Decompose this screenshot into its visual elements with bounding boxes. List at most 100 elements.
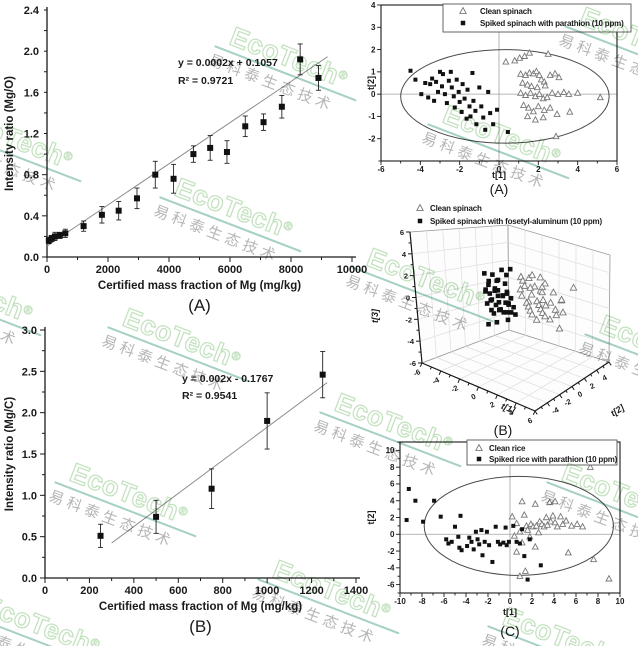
svg-text:1: 1	[371, 68, 376, 77]
svg-text:Clean rice: Clean rice	[489, 444, 526, 453]
svg-text:-6: -6	[412, 367, 422, 378]
svg-text:1000: 1000	[255, 585, 279, 597]
svg-text:R² = 0.9541: R² = 0.9541	[182, 390, 237, 402]
svg-text:4: 4	[371, 1, 376, 10]
svg-text:t[1]: t[1]	[492, 170, 506, 180]
svg-text:10000: 10000	[337, 264, 368, 276]
svg-text:4000: 4000	[157, 264, 181, 276]
svg-text:0.8: 0.8	[24, 170, 39, 182]
annotations: t[1] t[2] (C)	[366, 511, 520, 640]
svg-text:2: 2	[371, 45, 376, 54]
svg-text:Intensity ratio (Mg/C): Intensity ratio (Mg/C)	[4, 397, 16, 512]
svg-text:0: 0	[371, 90, 376, 99]
svg-text:(A): (A)	[188, 296, 211, 315]
svg-text:800: 800	[214, 585, 232, 597]
svg-text:400: 400	[125, 585, 143, 597]
svg-text:0: 0	[576, 389, 584, 399]
svg-text:-2: -2	[368, 135, 376, 144]
svg-text:200: 200	[80, 585, 98, 597]
svg-text:2.4: 2.4	[24, 5, 40, 17]
svg-text:4: 4	[390, 497, 395, 506]
svg-text:-4: -4	[462, 597, 470, 606]
svg-text:-2: -2	[405, 315, 412, 324]
svg-text:1200: 1200	[299, 585, 323, 597]
svg-text:-4: -4	[407, 337, 414, 346]
svg-text:y = 0.002x - 0.1767: y = 0.002x - 0.1767	[182, 373, 274, 385]
svg-text:2: 2	[390, 513, 395, 522]
svg-text:0: 0	[44, 264, 50, 276]
svg-text:2: 2	[404, 272, 408, 281]
svg-text:t[1]: t[1]	[503, 607, 517, 617]
svg-text:-6: -6	[409, 359, 416, 368]
svg-text:0: 0	[406, 294, 410, 303]
svg-text:4: 4	[601, 373, 609, 383]
svg-text:1400: 1400	[344, 585, 368, 597]
svg-text:2.5: 2.5	[22, 366, 37, 378]
svg-text:-2: -2	[563, 397, 573, 408]
svg-text:4: 4	[552, 597, 557, 606]
annotations: y = 0.0002x + 0.1057 R² = 0.9721 Certified…	[4, 57, 301, 315]
svg-text:6000: 6000	[218, 264, 242, 276]
svg-text:-10: -10	[394, 597, 406, 606]
svg-text:3.0: 3.0	[22, 325, 37, 337]
svg-text:-1: -1	[368, 112, 376, 121]
svg-text:Spiked spinach with fosetyl-al: Spiked spinach with fosetyl-aluminum (10…	[430, 217, 602, 226]
svg-text:600: 600	[169, 585, 187, 597]
svg-text:2: 2	[530, 597, 535, 606]
svg-text:-6: -6	[440, 597, 448, 606]
data-points	[404, 463, 613, 582]
legend: Clean rice Spiked rice with parathion (10…	[466, 439, 618, 466]
svg-text:4: 4	[575, 165, 580, 174]
svg-text:2: 2	[488, 400, 496, 410]
svg-text:Spiked rice with parathion (10: Spiked rice with parathion (10 ppm)	[489, 455, 618, 464]
svg-text:Spiked spinach with parathion: Spiked spinach with parathion (10 ppm)	[480, 19, 624, 28]
svg-text:-2: -2	[484, 597, 492, 606]
chart-pca-rice-parathion: -10 -8 -6 -4 -2 0 2 4 6 8 10 -6 -4 -2 0 2 4 6 8 10 Clean ric…	[366, 439, 625, 640]
legend: Clean spinach Spiked spinach with parathi…	[442, 3, 632, 33]
svg-text:(B): (B)	[189, 617, 212, 636]
svg-text:2.0: 2.0	[22, 408, 37, 420]
svg-text:1.2: 1.2	[24, 129, 39, 141]
svg-text:1.5: 1.5	[22, 449, 37, 461]
svg-text:10: 10	[386, 446, 395, 455]
svg-text:-2: -2	[387, 547, 395, 556]
svg-text:2000: 2000	[96, 264, 120, 276]
svg-text:6: 6	[615, 165, 620, 174]
svg-text:0.5: 0.5	[22, 532, 37, 544]
svg-text:Intensity ratio (Mg/O): Intensity ratio (Mg/O)	[4, 76, 16, 191]
axes: 0 2000 4000 6000 8000 10000 0.0 0.4 0.8 1.2 1.6 2.0…	[24, 5, 368, 276]
svg-text:8: 8	[390, 463, 395, 472]
svg-text:0: 0	[42, 585, 48, 597]
svg-text:4: 4	[507, 407, 515, 417]
svg-text:-6: -6	[387, 580, 395, 589]
svg-text:8000: 8000	[279, 264, 303, 276]
svg-text:-4: -4	[431, 375, 442, 386]
svg-text:0: 0	[470, 392, 478, 402]
svg-text:1.0: 1.0	[22, 490, 37, 502]
svg-text:8: 8	[596, 597, 601, 606]
svg-text:0.0: 0.0	[22, 573, 37, 585]
svg-text:0: 0	[508, 597, 513, 606]
svg-text:t[2]: t[2]	[366, 511, 376, 525]
legend: Clean spinach Spiked spinach with fosetyl…	[416, 203, 603, 226]
svg-text:6: 6	[526, 416, 534, 426]
svg-text:2: 2	[588, 381, 596, 391]
svg-text:t[3]: t[3]	[370, 308, 380, 323]
svg-text:6: 6	[400, 228, 404, 237]
svg-text:-4: -4	[417, 165, 425, 174]
svg-text:10: 10	[616, 597, 625, 606]
svg-text:4: 4	[402, 250, 407, 259]
svg-text:2: 2	[536, 165, 541, 174]
svg-text:(B): (B)	[494, 422, 513, 438]
svg-text:3: 3	[371, 23, 376, 32]
svg-text:t[2]: t[2]	[366, 76, 376, 90]
svg-text:(C): (C)	[500, 623, 519, 639]
svg-text:(A): (A)	[490, 181, 509, 197]
walls	[409, 224, 611, 412]
data-points	[45, 43, 322, 245]
svg-text:-8: -8	[418, 597, 426, 606]
svg-text:6: 6	[390, 480, 395, 489]
svg-text:0: 0	[390, 530, 395, 539]
